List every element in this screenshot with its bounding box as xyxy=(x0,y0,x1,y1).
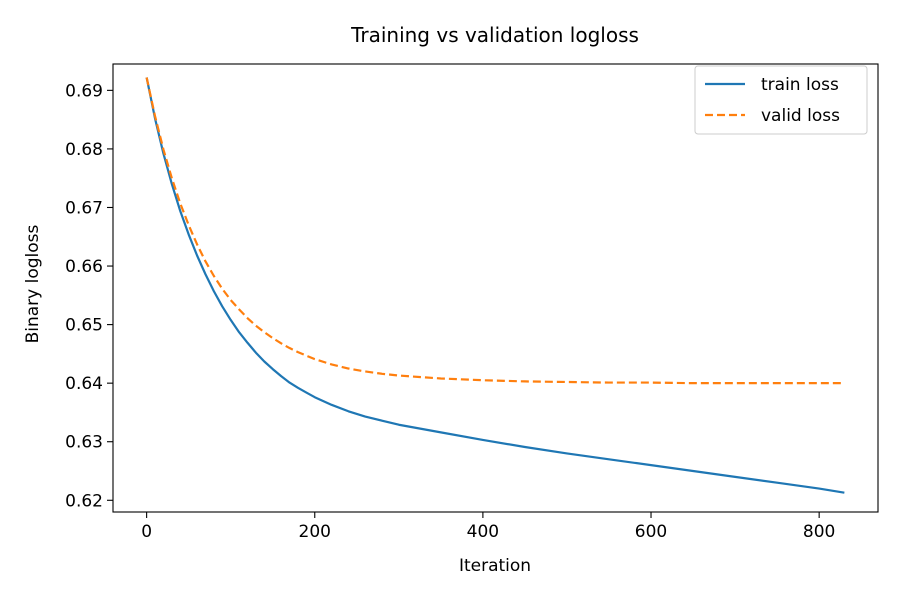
legend-label: valid loss xyxy=(761,106,840,126)
chart-title: Training vs validation logloss xyxy=(350,23,639,47)
y-tick-label: 0.64 xyxy=(65,374,103,394)
legend-label: train loss xyxy=(761,75,839,95)
y-tick-label: 0.68 xyxy=(65,140,103,160)
x-tick-label: 600 xyxy=(635,522,667,542)
series-line-0 xyxy=(145,77,845,494)
series-line-1 xyxy=(145,77,845,385)
plot-frame xyxy=(112,63,879,513)
x-tick-label: 0 xyxy=(141,522,152,542)
x-tick-label: 800 xyxy=(803,522,835,542)
x-tick-label: 200 xyxy=(299,522,331,542)
y-axis-title: Binary logloss xyxy=(23,224,43,343)
y-tick-label: 0.62 xyxy=(65,491,103,511)
y-tick-label: 0.69 xyxy=(65,81,103,101)
y-tick-label: 0.66 xyxy=(65,257,103,277)
legend: train loss valid loss xyxy=(694,65,868,135)
axes: 0 200 400 600 800 0.62 0.63 0.64 0.65 0.66 0.67 0.6… xyxy=(65,63,879,542)
x-tick-label: 400 xyxy=(467,522,499,542)
y-tick-label: 0.67 xyxy=(65,198,103,218)
x-axis-title: Iteration xyxy=(459,556,531,576)
plot-area xyxy=(145,77,845,494)
y-tick-label: 0.63 xyxy=(65,433,103,453)
y-tick-label: 0.65 xyxy=(65,316,103,336)
